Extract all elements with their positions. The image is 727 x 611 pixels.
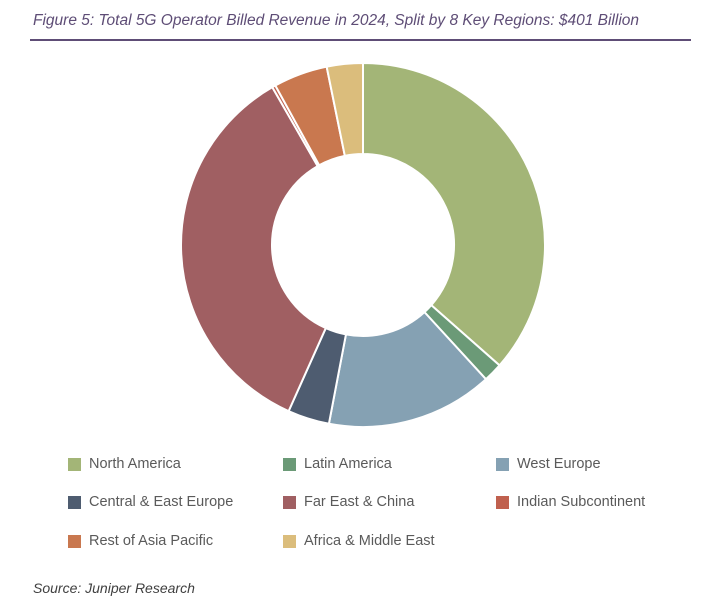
- source-note: Source: Juniper Research: [33, 580, 195, 596]
- slice-west-europe: [327, 310, 488, 428]
- slice-far-east-china: [180, 85, 328, 413]
- slice-north-america: [362, 61, 546, 367]
- chart-title: Figure 5: Total 5G Operator Billed Reven…: [33, 12, 640, 29]
- title-divider: [30, 39, 691, 41]
- slice-africa-middle-east: [325, 61, 364, 158]
